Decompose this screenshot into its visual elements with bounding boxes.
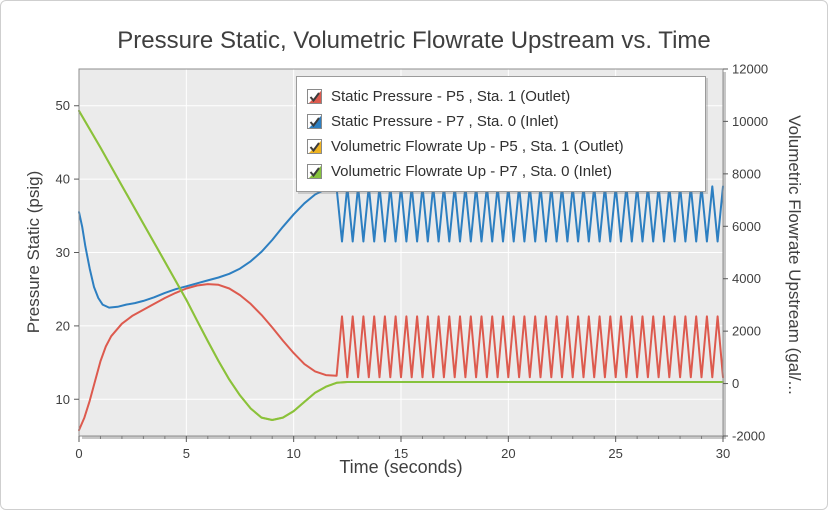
svg-text:15: 15 — [394, 446, 408, 461]
legend-label: Static Pressure - P5 , Sta. 1 (Outlet) — [331, 88, 571, 105]
y-left-axis-title: Pressure Static (psig) — [24, 170, 43, 334]
legend: Static Pressure - P5 , Sta. 1 (Outlet) S… — [296, 76, 706, 192]
svg-text:20: 20 — [56, 318, 70, 333]
y-right-axis-title: Volumetric Flowrate Upstream (gal/... — [785, 115, 804, 395]
legend-item-static-pressure-p5[interactable]: Static Pressure - P5 , Sta. 1 (Outlet) — [307, 84, 695, 109]
chart-title: Pressure Static, Volumetric Flowrate Ups… — [117, 27, 711, 54]
svg-text:5: 5 — [183, 446, 190, 461]
svg-text:10: 10 — [286, 446, 300, 461]
svg-text:8000: 8000 — [732, 166, 761, 181]
svg-text:0: 0 — [732, 376, 739, 391]
checked-series-marker-icon — [307, 139, 322, 154]
svg-text:6000: 6000 — [732, 219, 761, 234]
svg-text:-2000: -2000 — [732, 429, 765, 444]
legend-item-flowrate-p7[interactable]: Volumetric Flowrate Up - P7 , Sta. 0 (In… — [307, 159, 695, 184]
checked-series-marker-icon — [307, 114, 322, 129]
svg-text:4000: 4000 — [732, 271, 761, 286]
svg-text:10: 10 — [56, 392, 70, 407]
svg-text:0: 0 — [75, 446, 82, 461]
svg-text:25: 25 — [608, 446, 622, 461]
svg-text:30: 30 — [716, 446, 730, 461]
svg-text:50: 50 — [56, 98, 70, 113]
svg-text:30: 30 — [56, 245, 70, 260]
svg-text:10000: 10000 — [732, 114, 768, 129]
legend-label: Volumetric Flowrate Up - P5 , Sta. 1 (Ou… — [331, 138, 624, 155]
legend-label: Static Pressure - P7 , Sta. 0 (Inlet) — [331, 113, 559, 130]
legend-label: Volumetric Flowrate Up - P7 , Sta. 0 (In… — [331, 163, 612, 180]
checked-series-marker-icon — [307, 89, 322, 104]
legend-item-static-pressure-p7[interactable]: Static Pressure - P7 , Sta. 0 (Inlet) — [307, 109, 695, 134]
svg-text:40: 40 — [56, 172, 70, 187]
svg-text:20: 20 — [501, 446, 515, 461]
legend-item-flowrate-p5[interactable]: Volumetric Flowrate Up - P5 , Sta. 1 (Ou… — [307, 134, 695, 159]
svg-text:2000: 2000 — [732, 324, 761, 339]
svg-text:12000: 12000 — [732, 62, 768, 77]
checked-series-marker-icon — [307, 164, 322, 179]
x-axis-title: Time (seconds) — [339, 457, 463, 477]
